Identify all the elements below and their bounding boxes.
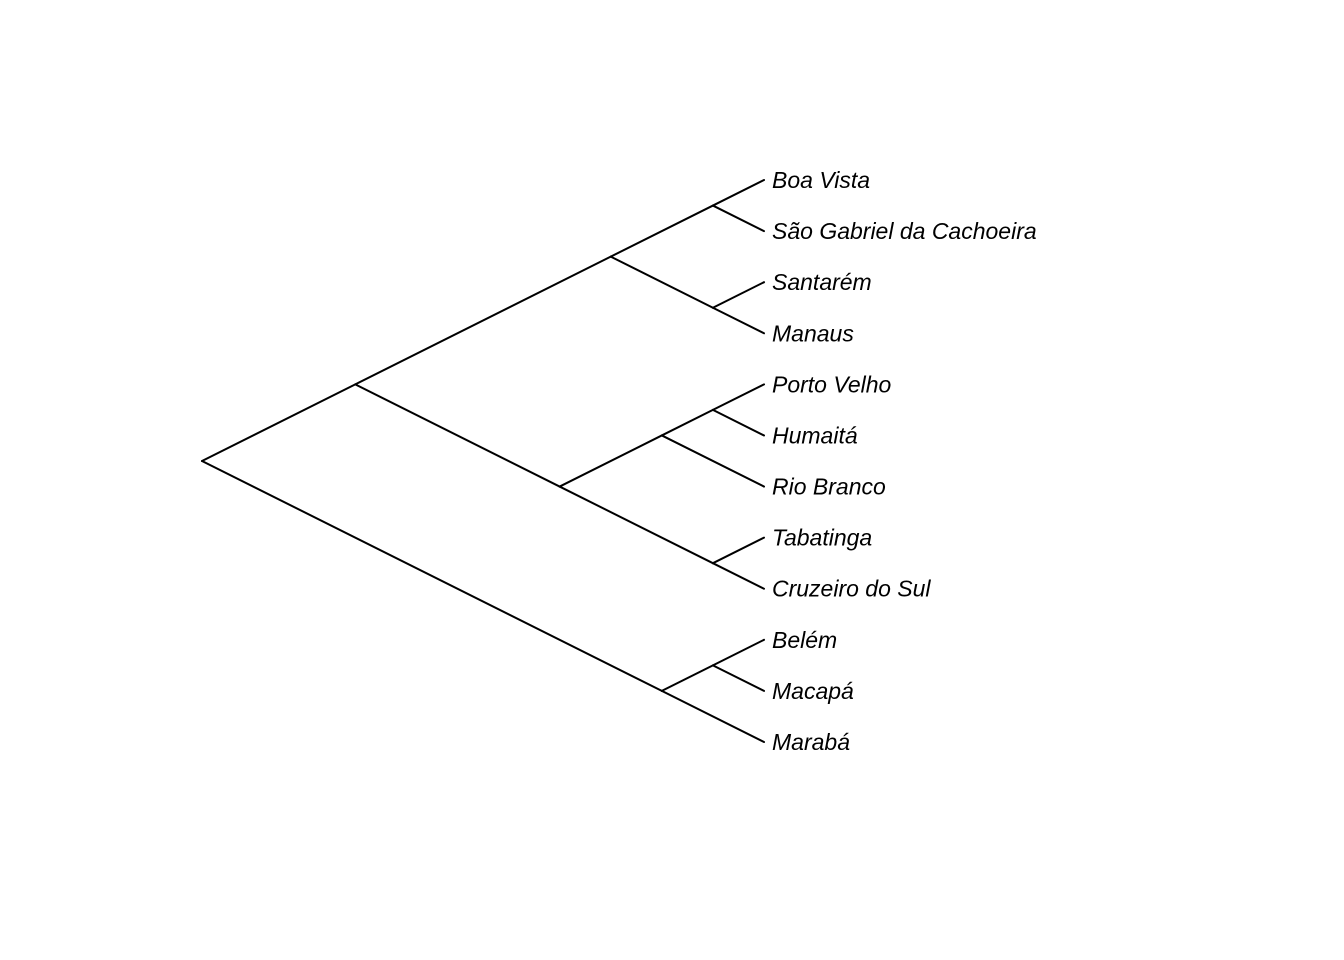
tree-branch-2 [711,281,765,309]
tree-branch-18 [660,664,714,692]
tree-branch-20 [201,383,357,462]
tip-label-humaita: Humaitá [772,422,858,448]
branch-group [201,179,765,743]
tree-branch-15 [354,383,561,488]
tree-branch-10 [711,536,765,565]
tip-label-tabatinga: Tabatinga [772,525,872,551]
tree-branch-17 [711,664,765,692]
tip-label-porto-velho: Porto Velho [772,371,892,397]
tip-label-santarem: Santarém [772,269,872,295]
tip-label-manaus: Manaus [772,320,854,346]
tip-label-maraba: Marabá [772,729,850,755]
tree-branch-6 [711,383,765,411]
tree-branch-19 [660,689,765,743]
tip-label-belem: Belém [772,627,837,653]
tree-branch-1 [711,204,765,233]
tip-label-macapa: Macapá [772,678,854,704]
tip-label-boa-vista: Boa Vista [772,167,870,193]
tree-branch-4 [609,204,714,258]
tip-label-rio-branco: Rio Branco [772,474,886,500]
tip-label-group: Boa Vista São Gabriel da Cachoeira Santa… [772,167,1037,755]
tree-branch-11 [711,562,765,590]
tree-branch-14 [354,255,612,386]
tree-branch-3 [711,306,765,335]
tip-label-cruzeiro-do-sul: Cruzeiro do Sul [772,576,931,602]
tree-branch-13 [558,485,714,565]
tree-branch-21 [201,460,663,692]
tree-branch-5 [609,255,714,309]
tree-branch-16 [711,638,765,667]
tree-branch-9 [660,434,765,488]
tree-branch-7 [711,408,765,437]
tip-label-sao-gabriel-da-cachoeira: São Gabriel da Cachoeira [772,218,1037,244]
tree-branch-12 [558,434,663,488]
tree-branch-8 [660,408,714,437]
tree-branch-0 [711,179,765,207]
